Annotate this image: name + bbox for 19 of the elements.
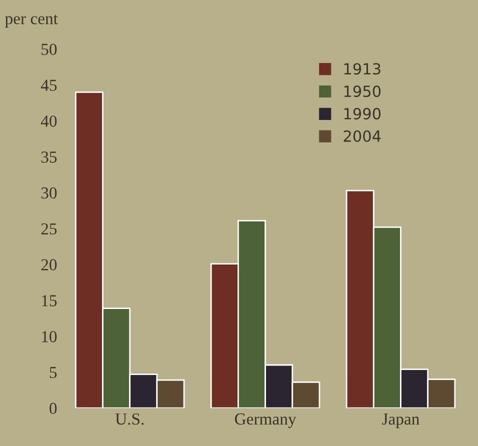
- legend-label: 1990: [344, 108, 381, 120]
- y-tick-label: 5: [50, 367, 57, 378]
- y-tick-label: 0: [50, 402, 57, 414]
- y-tick-label: 30: [41, 187, 57, 199]
- y-tick-label: 10: [42, 330, 57, 342]
- legend-label: 1950: [344, 86, 381, 98]
- y-tick-label: 35: [41, 152, 57, 163]
- legend-label: 2004: [344, 130, 381, 142]
- x-tick-label: Germany: [234, 413, 296, 428]
- y-tick-label: 15: [42, 295, 57, 306]
- x-tick-label: Japan: [382, 414, 420, 428]
- legend-label: 1913: [344, 63, 380, 75]
- y-tick-label: 50: [42, 44, 57, 56]
- x-tick-label: U.S.: [115, 413, 144, 425]
- y-tick-label: 20: [41, 259, 57, 270]
- y-tick-label: 25: [41, 223, 57, 235]
- y-tick-label: 45: [40, 80, 57, 91]
- y-axis-title: per cent: [5, 14, 58, 28]
- y-tick-label: 40: [40, 116, 57, 127]
